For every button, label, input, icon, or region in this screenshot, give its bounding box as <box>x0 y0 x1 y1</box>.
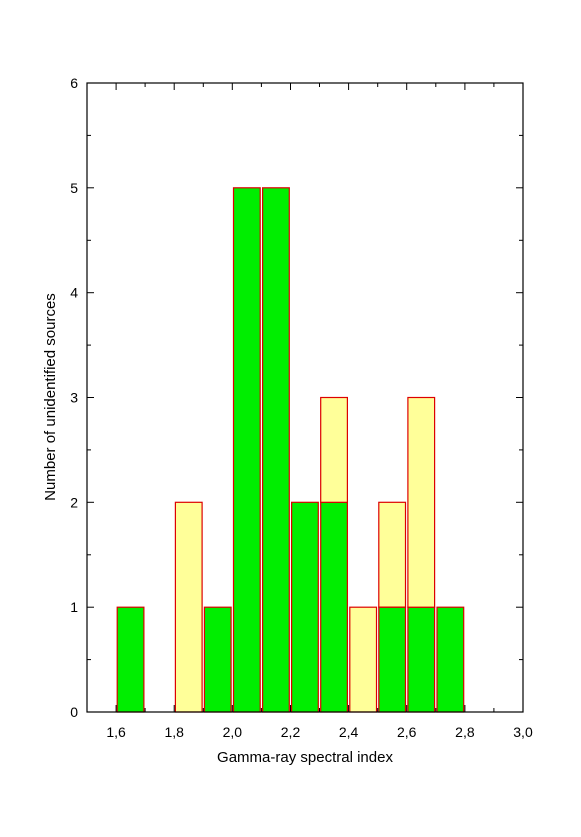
x-axis-title: Gamma-ray spectral index <box>217 749 393 766</box>
bars-layer <box>116 187 465 713</box>
bar-series1-bin9 <box>378 606 407 713</box>
x-tick-label: 2,6 <box>397 724 417 740</box>
bar-series1-bin10 <box>407 606 436 713</box>
x-tick-label: 2,8 <box>455 724 475 740</box>
x-tick-label: 2,2 <box>281 724 301 740</box>
bar-series1-bin5 <box>262 187 290 713</box>
bar-series2-bin10 <box>407 396 436 608</box>
y-axis-title: Number of unidentified sources <box>42 293 59 501</box>
y-tick-label: 3 <box>70 390 78 406</box>
y-tick-label: 5 <box>70 180 78 196</box>
x-tick-label: 2,0 <box>223 724 243 740</box>
bar-series2-bin7 <box>320 396 349 503</box>
bar-series1-bin4 <box>232 187 261 713</box>
bar-series1-bin6 <box>291 501 319 713</box>
bar-series2-bin9 <box>378 501 407 608</box>
x-tick-label: 3,0 <box>513 724 533 740</box>
bar-series1-bin7 <box>320 501 349 713</box>
bar-series1-bin1 <box>116 606 145 713</box>
bar-series1-bin11 <box>436 606 465 713</box>
y-tick-label: 4 <box>70 285 78 301</box>
y-tick-label: 0 <box>70 704 78 720</box>
bar-series2-bin2 <box>174 501 203 713</box>
x-tick-label: 2,4 <box>339 724 359 740</box>
y-tick-label: 2 <box>70 494 78 510</box>
ticks-layer <box>86 82 524 713</box>
x-tick-label: 1,8 <box>164 724 184 740</box>
bar-series2-bin8 <box>349 606 378 713</box>
tick-labels-layer: 1,6 1,8 2,0 2,2 2,4 2,6 2,8 3,0 0 1 2 3 4 5 6 <box>70 75 533 740</box>
bar-series1-bin3 <box>203 606 232 713</box>
y-tick-label: 1 <box>70 599 78 615</box>
y-tick-label: 6 <box>70 75 78 91</box>
x-tick-label: 1,6 <box>106 724 126 740</box>
